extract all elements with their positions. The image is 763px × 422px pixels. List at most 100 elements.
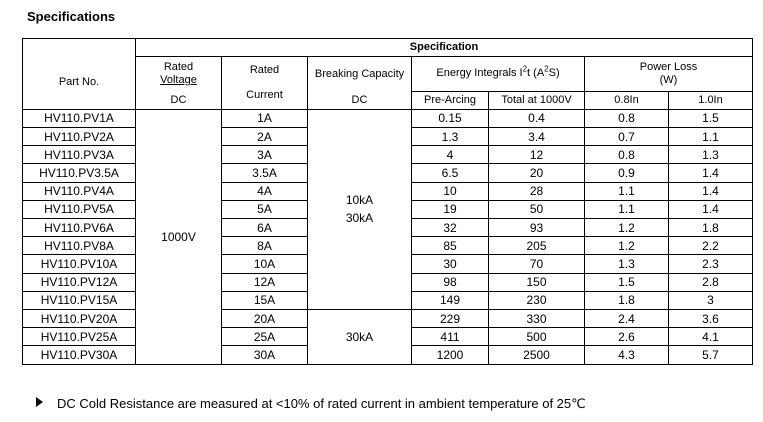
rated-voltage-cell: 1000V	[135, 108, 222, 365]
rated-voltage-unit: DC	[135, 91, 222, 110]
power-loss-08in-cell: 2.4	[584, 308, 669, 329]
table-row: HV110.PV4A 4A 10 28 1.1 1.4	[22, 181, 754, 201]
power-loss-10in-cell: 2.8	[667, 272, 754, 292]
rated-current-cell: 25A	[221, 327, 308, 347]
pre-arcing-cell: 149	[411, 290, 489, 310]
power-loss-10in-cell: 1.4	[667, 181, 754, 201]
footnote-text: DC Cold Resistance are measured at <10% …	[57, 396, 586, 411]
rated-current-cell: 2A	[221, 127, 308, 147]
total-at-1000v-cell: 93	[488, 217, 585, 238]
breaking-capacity-cell: 10kA 30kA	[307, 108, 412, 310]
part-no-cell: HV110.PV1A	[22, 108, 136, 129]
table-row: HV110.PV6A 6A 32 93 1.2 1.8	[22, 217, 754, 238]
power-loss-08in-cell: 1.2	[584, 217, 669, 238]
header-row-1: Specification	[22, 37, 754, 58]
part-no-cell: HV110.PV20A	[22, 308, 136, 329]
power-loss-10in-cell: 2.3	[667, 254, 754, 274]
table-row: HV110.PV3.5A 3.5A 6.5 20 0.9 1.4	[22, 163, 754, 183]
rated-current-cell: 3.5A	[221, 163, 308, 183]
pre-arcing-cell: 229	[411, 308, 489, 329]
table-row: HV110.PV15A 15A 149 230 1.8 3	[22, 290, 754, 310]
energy-label-mid: t (A	[527, 67, 545, 80]
total-at-1000v-cell: 12	[488, 145, 585, 165]
rated-current-cell: 6A	[221, 217, 308, 238]
power-loss-10in-cell: 1.1	[667, 127, 754, 147]
total-at-1000v-cell: 28	[488, 181, 585, 201]
power-loss-08in-cell: 0.9	[584, 163, 669, 183]
power-loss-08in-cell: 1.2	[584, 236, 669, 256]
pre-arcing-cell: 19	[411, 199, 489, 220]
pre-arcing-cell: 1200	[411, 345, 489, 365]
table-row: HV110.PV10A 10A 30 70 1.3 2.3	[22, 254, 754, 274]
total-at-1000v-cell: 2500	[488, 345, 585, 365]
power-loss-10in-cell: 1.5	[667, 108, 754, 129]
power-loss-unit: (W)	[659, 73, 678, 86]
energy-label-post: S)	[548, 67, 560, 80]
pre-arcing-cell: 98	[411, 272, 489, 292]
breaking-capacity-header: Breaking Capacity	[307, 56, 412, 92]
rated-current-cell: 8A	[221, 236, 308, 256]
power-loss-08in-cell: 2.6	[584, 327, 669, 347]
power-loss-10in-cell: 1.4	[667, 199, 754, 220]
rated-current-header: Rated Current	[221, 56, 308, 110]
rated-current-cell: 15A	[221, 290, 308, 310]
table-row: HV110.PV2A 2A 1.3 3.4 0.7 1.1	[22, 127, 754, 147]
part-no-cell: HV110.PV3A	[22, 145, 136, 165]
total-at-1000v-cell: 500	[488, 327, 585, 347]
power-loss-08in-cell: 1.8	[584, 290, 669, 310]
rated-current-cell: 1A	[221, 108, 308, 129]
total-at-1000v-cell: 50	[488, 199, 585, 220]
pre-arcing-cell: 85	[411, 236, 489, 256]
pre-arcing-cell: 0.15	[411, 108, 489, 129]
rated-voltage-header: Rated Voltage	[135, 56, 222, 92]
header-row-2: Part No. Rated Voltage Rated Current Bre…	[22, 56, 754, 110]
power-loss-08in-cell: 1.5	[584, 272, 669, 292]
total-at-1000v-cell: 20	[488, 163, 585, 183]
rated-current-label-1: Rated	[249, 64, 280, 77]
power-loss-10in-cell: 1.4	[667, 163, 754, 183]
power-loss-label: Power Loss	[639, 60, 698, 73]
part-no-cell: HV110.PV15A	[22, 290, 136, 310]
total-at-1000v-cell: 150	[488, 272, 585, 292]
rated-current-cell: 5A	[221, 199, 308, 220]
breaking-capacity-value-2: 30kA	[345, 211, 374, 226]
part-no-cell: HV110.PV3.5A	[22, 163, 136, 183]
part-no-cell: HV110.PV30A	[22, 345, 136, 365]
breaking-capacity-value-1: 10kA	[345, 193, 374, 208]
power-loss-10in-cell: 2.2	[667, 236, 754, 256]
energy-label-sup-1: 2	[522, 64, 528, 74]
pre-arcing-cell: 10	[411, 181, 489, 201]
power-loss-08in-cell: 1.1	[584, 199, 669, 220]
power-loss-10in-header: 1.0In	[667, 90, 754, 110]
part-no-cell: HV110.PV12A	[22, 272, 136, 292]
rated-current-cell: 30A	[221, 345, 308, 365]
header-blank-cell	[22, 37, 136, 57]
rated-current-cell: 20A	[221, 308, 308, 329]
table-row: HV110.PV20A 20A 30kA 229 330 2.4 3.6	[22, 308, 754, 365]
power-loss-08in-cell: 1.3	[584, 254, 669, 274]
total-at-1000v-cell: 3.4	[488, 127, 585, 147]
table-row: HV110.PV30A 30A 1200 2500 4.3 5.7	[22, 345, 754, 365]
power-loss-08in-cell: 0.8	[584, 145, 669, 165]
pre-arcing-cell: 1.3	[411, 127, 489, 147]
section-title: Specifications	[27, 9, 116, 24]
pre-arcing-cell: 32	[411, 217, 489, 238]
breaking-capacity-cell: 30kA	[307, 308, 412, 365]
part-no-cell: HV110.PV4A	[22, 181, 136, 201]
pre-arcing-cell: 30	[411, 254, 489, 274]
footnote: DC Cold Resistance are measured at <10% …	[36, 396, 586, 412]
part-no-cell: HV110.PV2A	[22, 127, 136, 147]
total-at-1000v-header: Total at 1000V	[488, 90, 585, 110]
specifications-table: Specification Part No. Rated Voltage Rat…	[22, 37, 754, 365]
power-loss-10in-cell: 5.7	[667, 345, 754, 365]
power-loss-08in-cell: 0.8	[584, 108, 669, 129]
pre-arcing-cell: 411	[411, 327, 489, 347]
power-loss-header: Power Loss (W)	[583, 56, 754, 92]
part-no-cell: HV110.PV5A	[22, 199, 136, 220]
part-no-cell: HV110.PV25A	[22, 327, 136, 347]
energy-label-sup-2: 2	[544, 64, 549, 74]
header-row-3: DC DC Pre-Arcing Total at 1000V 0.8In 1.…	[23, 90, 754, 110]
pre-arcing-cell: 6.5	[411, 163, 489, 183]
right-arrow-bullet-icon	[36, 397, 43, 407]
pre-arcing-cell: 4	[411, 145, 489, 165]
